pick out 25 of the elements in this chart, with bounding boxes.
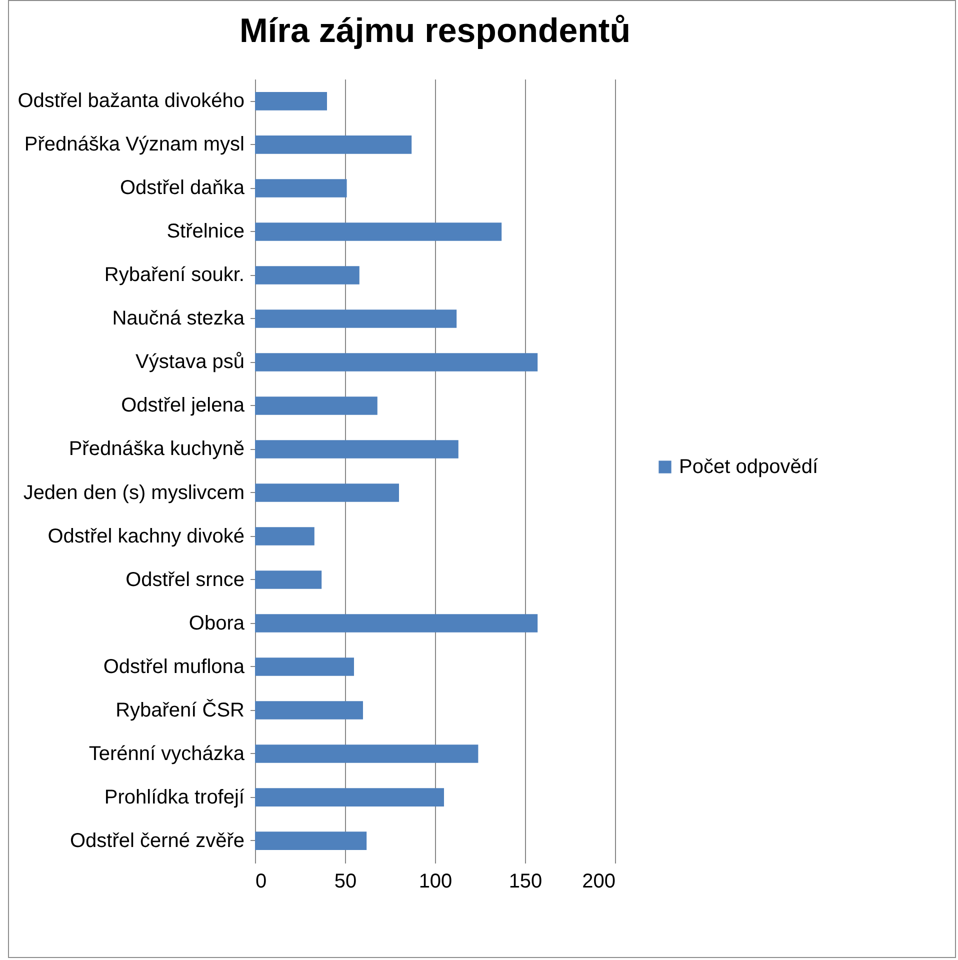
y-tick-label: Naučná stezka bbox=[112, 308, 246, 330]
x-tick-label: 200 bbox=[582, 870, 616, 892]
y-tick-label: Odstřel kachny divoké bbox=[48, 525, 244, 548]
y-tick-label: Prohlídka trofejí bbox=[104, 786, 245, 808]
x-tick-label: 0 bbox=[256, 870, 267, 892]
chart-title: Míra zájmu respondentů bbox=[239, 12, 631, 50]
y-tick-label: Odstřel bažanta divokého bbox=[18, 90, 244, 112]
y-tick-label: Výstava psů bbox=[136, 351, 244, 374]
y-tick-label: Terénní vycházka bbox=[88, 742, 246, 765]
x-tick-label: 150 bbox=[508, 870, 542, 892]
y-tick-label: Přednáška Význam mysl bbox=[24, 134, 244, 156]
y-tick-label: Odstřel muflona bbox=[103, 656, 246, 678]
y-tick-label: Odstřel černé zvěře bbox=[70, 830, 244, 852]
y-tick-label: Rybaření ČSR bbox=[116, 698, 244, 722]
y-tick-label: Odstřel daňka bbox=[120, 177, 246, 200]
y-tick-label: Jeden den (s) myslivcem bbox=[23, 482, 244, 504]
x-tick-label: 50 bbox=[334, 870, 357, 892]
y-tick-label: Rybaření soukr. bbox=[104, 264, 244, 286]
x-tick-label: 100 bbox=[418, 870, 452, 892]
legend-label: Počet odpovědí bbox=[679, 456, 818, 478]
y-tick-label: Odstřel jelena bbox=[121, 394, 246, 417]
y-tick-label: Přednáška kuchyně bbox=[68, 438, 244, 460]
y-tick-label: Odstřel srnce bbox=[126, 568, 244, 591]
y-tick-label: Střelnice bbox=[166, 220, 244, 243]
y-tick-label: Obora bbox=[188, 612, 246, 634]
